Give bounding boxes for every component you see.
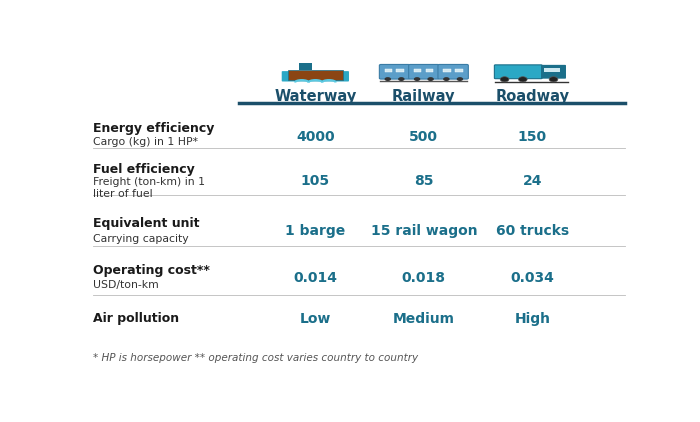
Text: 0.018: 0.018 [402, 271, 446, 285]
Text: Roadway: Roadway [496, 89, 569, 104]
Text: Fuel efficiency: Fuel efficiency [93, 163, 195, 176]
Text: 150: 150 [518, 130, 547, 144]
Bar [288, 70, 343, 81]
FancyBboxPatch shape [541, 65, 566, 78]
Text: Low: Low [300, 312, 331, 326]
Text: 4000: 4000 [296, 130, 335, 144]
Circle shape [384, 77, 391, 81]
Text: * HP is horsepower ** operating cost varies country to country: * HP is horsepower ** operating cost var… [93, 353, 418, 362]
Text: 1 barge: 1 barge [285, 224, 346, 238]
Circle shape [500, 77, 509, 82]
Circle shape [398, 77, 405, 81]
Text: Freight (ton-km) in 1
liter of fuel: Freight (ton-km) in 1 liter of fuel [93, 177, 205, 199]
Text: Railway: Railway [392, 89, 456, 104]
Text: Waterway: Waterway [274, 89, 356, 104]
Circle shape [550, 77, 558, 82]
FancyBboxPatch shape [494, 65, 542, 78]
FancyBboxPatch shape [379, 65, 410, 79]
Text: Medium: Medium [393, 312, 455, 326]
Text: Air pollution: Air pollution [93, 312, 179, 325]
Bar [396, 69, 404, 73]
Text: 24: 24 [523, 174, 542, 188]
Bar [545, 68, 560, 73]
Circle shape [443, 77, 449, 81]
Text: Energy efficiency: Energy efficiency [93, 122, 214, 135]
FancyBboxPatch shape [409, 65, 439, 79]
FancyBboxPatch shape [281, 71, 349, 81]
Text: Carrying capacity: Carrying capacity [93, 234, 188, 244]
Bar [443, 69, 451, 73]
Text: High: High [514, 312, 550, 326]
Circle shape [428, 77, 434, 81]
Text: 500: 500 [410, 130, 438, 144]
Bar [299, 63, 312, 70]
Bar [414, 69, 421, 73]
Text: 0.014: 0.014 [293, 271, 337, 285]
Text: 0.034: 0.034 [510, 271, 554, 285]
FancyBboxPatch shape [438, 65, 468, 79]
Text: Equivalent unit: Equivalent unit [93, 217, 200, 230]
Bar [384, 69, 392, 73]
Circle shape [414, 77, 420, 81]
Text: USD/ton-km: USD/ton-km [93, 280, 159, 290]
Circle shape [456, 77, 463, 81]
Bar [426, 69, 433, 73]
Text: 15 rail wagon: 15 rail wagon [370, 224, 477, 238]
Text: Cargo (kg) in 1 HP*: Cargo (kg) in 1 HP* [93, 137, 198, 147]
Text: 60 trucks: 60 trucks [496, 224, 569, 238]
Text: 105: 105 [301, 174, 330, 188]
Circle shape [519, 77, 527, 82]
Bar [455, 69, 463, 73]
Text: Operating cost**: Operating cost** [93, 265, 210, 277]
Text: 85: 85 [414, 174, 433, 188]
